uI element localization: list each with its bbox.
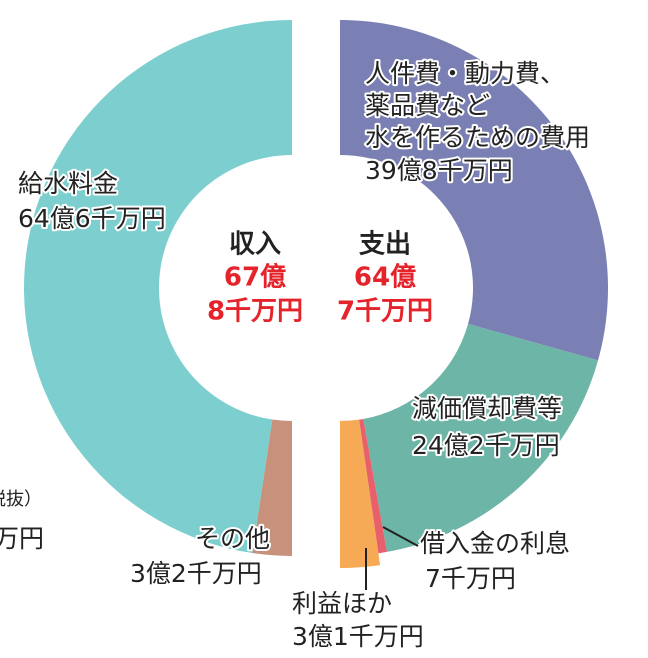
- value-label: 3億1千万円: [292, 622, 424, 651]
- total-label: 64億: [354, 263, 416, 293]
- value-label: 7千万円: [425, 564, 516, 593]
- slice-label: 給水料金: [18, 169, 118, 198]
- slice-label: 薬品費など: [365, 91, 490, 120]
- value-label: 3億2千万円: [130, 559, 262, 588]
- slice: [24, 20, 293, 554]
- slice: [252, 419, 292, 556]
- total-label: 67億: [224, 263, 286, 293]
- slice-label: 利益ほか: [292, 589, 392, 618]
- slice: [340, 20, 608, 361]
- slice-label: 水を作るための費用: [365, 123, 590, 152]
- total-label: 7千万円: [337, 297, 433, 327]
- slice: [340, 419, 381, 568]
- half-title: 収入: [229, 230, 281, 260]
- slice: [359, 418, 387, 554]
- slice: [363, 323, 599, 552]
- note: 万円: [0, 524, 44, 553]
- slice-label: 減価償却費等: [412, 394, 562, 423]
- slice-label: 人件費・動力費、: [365, 59, 565, 88]
- note: 税抜）: [0, 489, 42, 510]
- slice-label: その他: [195, 524, 270, 553]
- leader-line: [382, 526, 419, 547]
- half-title: 支出: [359, 230, 411, 260]
- slice-label: 借入金の利息: [420, 529, 570, 558]
- value-label: 64億6千万円: [18, 204, 166, 233]
- total-label: 8千万円: [207, 297, 303, 327]
- value-label: 24億2千万円: [412, 431, 560, 460]
- value-label: 39億8千万円: [365, 156, 513, 185]
